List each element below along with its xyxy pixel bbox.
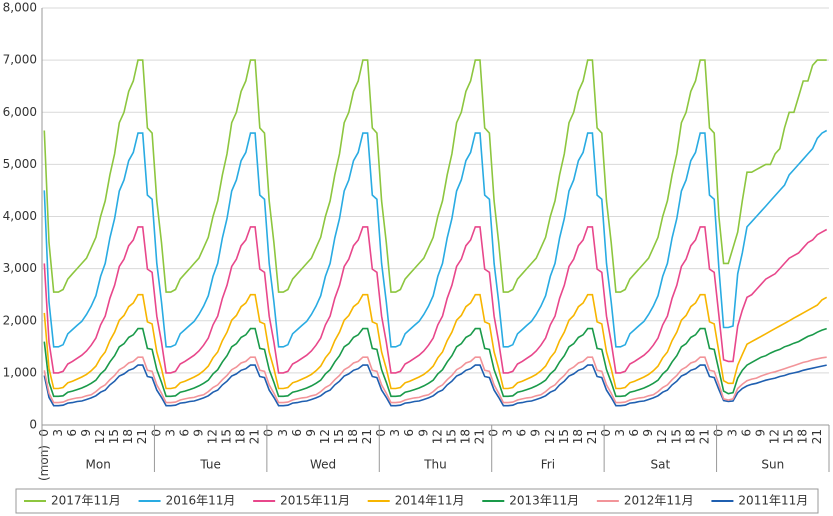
day-label: Mon (86, 458, 111, 472)
x-tick-label: 21 (810, 429, 824, 444)
x-tick-label: 18 (796, 429, 810, 444)
y-tick-label: 1,000 (3, 365, 37, 379)
x-tick-label: 9 (191, 429, 205, 437)
x-tick-label: 12 (93, 429, 107, 444)
legend-box (15, 488, 819, 514)
x-tick-label: 15 (220, 429, 234, 444)
x-tick-label: 21 (360, 429, 374, 444)
x-tick-label: 9 (754, 429, 768, 437)
legend-label: 2017年11月 (51, 494, 121, 508)
x-tick-label: 3 (388, 429, 402, 437)
x-tick-label: 0 (599, 429, 613, 437)
x-annotation: (mon) (37, 445, 51, 481)
legend-label: 2016年11月 (166, 494, 236, 508)
x-tick-label: 18 (458, 429, 472, 444)
x-tick-label: 18 (571, 429, 585, 444)
day-label: Fri (541, 458, 555, 472)
legend-label: 2011年11月 (738, 494, 808, 508)
series-line (43, 364, 827, 407)
day-label: Sun (761, 458, 784, 472)
x-tick-label: 9 (641, 429, 655, 437)
x-tick-label: 15 (332, 429, 346, 444)
day-label: Wed (310, 458, 336, 472)
x-tick-label: 6 (740, 429, 754, 437)
day-label: Thu (423, 458, 447, 472)
x-tick-label: 9 (304, 429, 318, 437)
x-tick-label: 0 (149, 429, 163, 437)
x-tick-label: 18 (234, 429, 248, 444)
x-tick-label: 3 (276, 429, 290, 437)
y-tick-label: 4,000 (3, 209, 37, 223)
y-tick-label: 3,000 (3, 261, 37, 275)
x-tick-label: 12 (543, 429, 557, 444)
x-tick-label: 9 (416, 429, 430, 437)
x-tick-label: 18 (121, 429, 135, 444)
y-tick-label: 6,000 (3, 105, 37, 119)
x-tick-label: 12 (768, 429, 782, 444)
series-line (43, 129, 828, 348)
legend-label: 2015年11月 (280, 494, 350, 508)
y-tick-label: 5,000 (3, 157, 37, 171)
x-tick-label: 15 (107, 429, 121, 444)
series-line (43, 293, 828, 390)
series-line (43, 356, 827, 404)
x-tick-label: 3 (51, 429, 65, 437)
x-tick-label: 6 (65, 429, 79, 437)
x-tick-label: 21 (585, 429, 599, 444)
y-tick-label: 0 (29, 418, 37, 432)
x-tick-label: 21 (135, 429, 149, 444)
x-tick-label: 0 (262, 429, 276, 437)
series-line (43, 59, 827, 293)
x-tick-label: 6 (627, 429, 641, 437)
x-tick-label: 21 (473, 429, 487, 444)
series-line (43, 226, 828, 374)
x-tick-label: 15 (444, 429, 458, 444)
x-tick-label: 18 (346, 429, 360, 444)
day-label: Sat (651, 458, 671, 472)
series-line (43, 327, 827, 398)
x-tick-label: 21 (697, 429, 711, 444)
x-tick-label: 6 (515, 429, 529, 437)
x-tick-label: 12 (205, 429, 219, 444)
x-tick-label: 3 (163, 429, 177, 437)
x-tick-label: 6 (402, 429, 416, 437)
legend-label: 2012年11月 (624, 494, 694, 508)
x-tick-label: 12 (430, 429, 444, 444)
x-tick-label: 18 (683, 429, 697, 444)
x-tick-label: 15 (557, 429, 571, 444)
x-tick-label: 0 (374, 429, 388, 437)
x-tick-label: 0 (37, 429, 51, 437)
x-tick-label: 21 (248, 429, 262, 444)
day-label: Tue (199, 458, 221, 472)
x-tick-label: 9 (79, 429, 93, 437)
x-tick-label: 3 (613, 429, 627, 437)
x-tick-label: 3 (501, 429, 515, 437)
x-tick-label: 6 (177, 429, 191, 437)
x-tick-label: 3 (725, 429, 739, 437)
y-tick-label: 7,000 (3, 53, 37, 67)
x-tick-label: 15 (669, 429, 683, 444)
x-tick-label: 15 (782, 429, 796, 444)
x-tick-label: 0 (487, 429, 501, 437)
x-tick-label: 0 (711, 429, 725, 437)
legend-label: 2014年11月 (395, 494, 465, 508)
y-tick-label: 2,000 (3, 313, 37, 327)
y-tick-label: 8,000 (3, 1, 37, 15)
x-tick-label: 6 (290, 429, 304, 437)
x-tick-label: 12 (318, 429, 332, 444)
legend-label: 2013年11月 (509, 494, 579, 508)
x-tick-label: 9 (529, 429, 543, 437)
x-tick-label: 12 (655, 429, 669, 444)
